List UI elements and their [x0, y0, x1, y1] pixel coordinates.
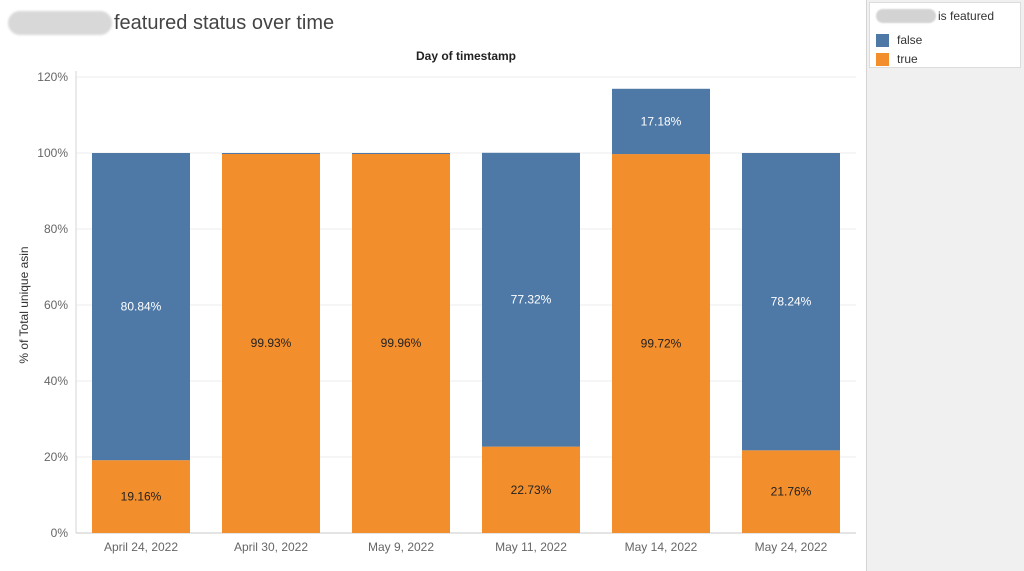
data-label: 17.18% [641, 114, 682, 128]
side-panel [866, 0, 1024, 571]
x-tick-label: May 24, 2022 [755, 540, 828, 554]
data-label: 99.72% [641, 337, 682, 351]
column-header: Day of timestamp [416, 49, 516, 63]
legend-item-true[interactable]: true [876, 51, 918, 67]
legend-item-false[interactable]: false [876, 32, 922, 48]
bar-false-5 [742, 153, 840, 451]
stacked-bar-chart: 0% 20% 40% 60% 80% 100% 120% Day of timestamp % … [17, 49, 856, 554]
x-tick-label: April 30, 2022 [234, 540, 308, 554]
data-label: 19.16% [121, 490, 162, 504]
bar-true-5 [742, 450, 840, 533]
bar-false-2 [352, 153, 450, 154]
legend-swatch-true [876, 52, 889, 66]
bar-false-3 [482, 152, 580, 447]
data-label: 78.24% [771, 295, 812, 309]
y-tick-label: 80% [44, 222, 68, 236]
data-label: 77.32% [511, 293, 552, 307]
bar-true-2 [352, 153, 450, 534]
data-label: 99.96% [381, 336, 422, 350]
data-label: 80.84% [121, 300, 162, 314]
legend-label-true: true [897, 52, 918, 66]
chart-title: featured status over time [114, 12, 335, 34]
y-tick-label: 60% [44, 298, 68, 312]
y-tick-label: 100% [37, 146, 68, 160]
y-tick-label: 120% [37, 70, 68, 84]
legend-header: is featured [870, 3, 1020, 27]
x-tick-label: April 24, 2022 [104, 540, 178, 554]
y-tick-label: 20% [44, 450, 68, 464]
x-tick-label: May 11, 2022 [495, 540, 567, 554]
bar-false-4 [612, 88, 710, 155]
bar-false-1 [222, 153, 320, 154]
y-tick-label: 0% [51, 526, 69, 540]
bar-true-1 [222, 153, 320, 534]
chart-title-area: featured status over time [0, 0, 860, 50]
bar-false-0 [92, 153, 190, 461]
x-tick-label: May 14, 2022 [625, 540, 698, 554]
legend-swatch-false [876, 33, 889, 47]
bar-true-4 [612, 154, 710, 533]
y-axis-title: % of Total unique asin [17, 246, 31, 363]
data-label: 21.76% [771, 485, 812, 499]
legend: is featured false true [869, 2, 1021, 68]
x-tick-label: May 9, 2022 [368, 540, 434, 554]
redacted-title-prefix [8, 11, 112, 35]
legend-title: is featured [938, 9, 995, 23]
bar-true-0 [92, 460, 190, 533]
y-tick-label: 40% [44, 374, 68, 388]
legend-label-false: false [897, 33, 923, 47]
data-label: 99.93% [251, 336, 292, 350]
redacted-legend-prefix [876, 9, 936, 23]
bar-true-3 [482, 446, 580, 533]
data-label: 22.73% [511, 483, 552, 497]
